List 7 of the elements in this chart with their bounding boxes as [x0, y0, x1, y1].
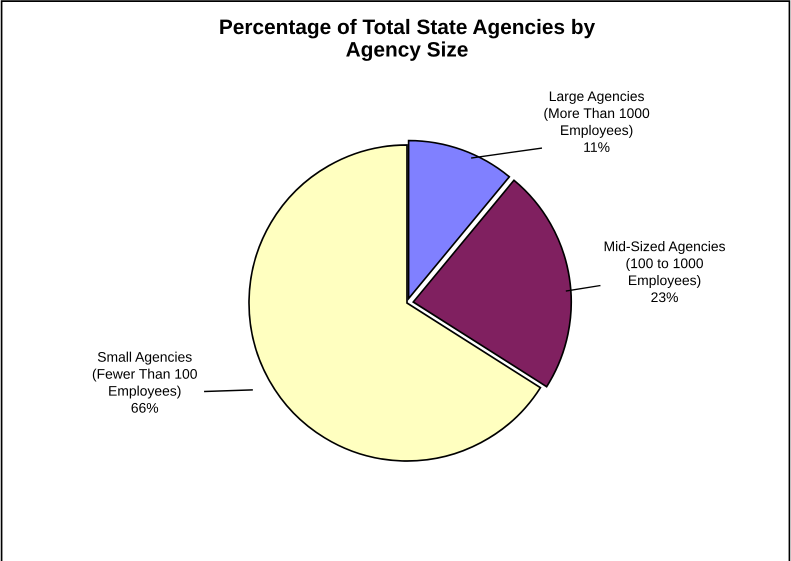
slice-label: Large Agencies (More Than 1000 Employees) — [544, 90, 650, 138]
slice-label: Mid-Sized Agencies (100 to 1000 Employees) — [604, 241, 726, 288]
data-label: 23% — [651, 292, 678, 302]
data-label: 11% — [584, 142, 610, 152]
chart-title: Percentage of Total State Agencies by Agency Size — [220, 18, 596, 61]
data-label: 66% — [132, 402, 158, 413]
slice-label: Small Agencies (Fewer Than 100 Employees) — [92, 352, 197, 399]
